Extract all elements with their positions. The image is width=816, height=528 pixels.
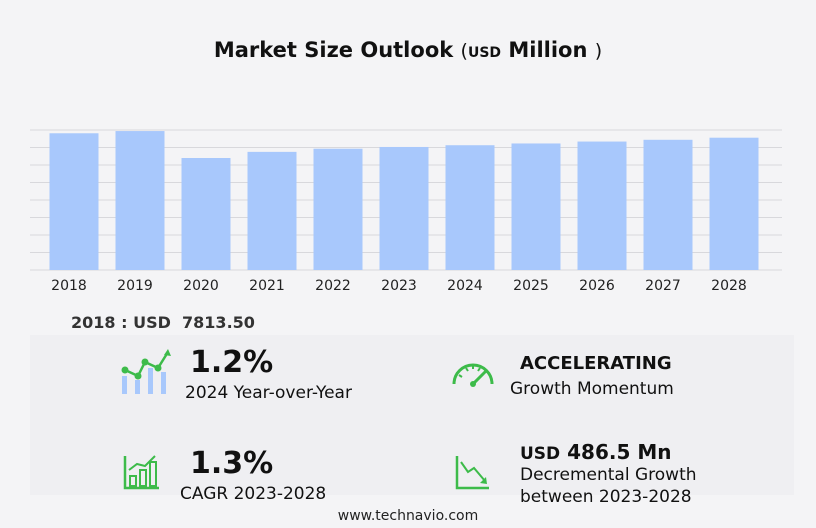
x-tick-label-2025: 2025 xyxy=(513,278,549,294)
x-tick-label-2028: 2028 xyxy=(711,278,747,294)
growth-currency: USD xyxy=(520,444,561,464)
bar-2019 xyxy=(115,131,165,270)
yoy-label: 2024 Year-over-Year xyxy=(185,383,352,403)
momentum-value: ACCELERATING xyxy=(520,353,672,374)
title-close-paren: ) xyxy=(594,40,603,62)
cagr-label: CAGR 2023-2028 xyxy=(180,484,327,504)
bar-2028 xyxy=(709,137,759,270)
x-tick-label-2027: 2027 xyxy=(645,278,681,294)
growth-label-2: between 2023-2028 xyxy=(520,487,692,507)
bar-2021 xyxy=(247,151,297,270)
base-sep: : xyxy=(121,313,128,332)
title-main: Market Size Outlook xyxy=(213,38,454,62)
momentum-label: Growth Momentum xyxy=(510,379,674,399)
growth-value: USD 486.5 Mn xyxy=(520,440,672,464)
bar-trend-icon xyxy=(121,349,171,394)
title-unit: USD xyxy=(467,45,502,61)
title-million: Million xyxy=(508,38,588,62)
kpi-panel xyxy=(30,335,794,495)
bar-2027 xyxy=(643,139,693,270)
cagr-value: 1.3% xyxy=(190,446,274,481)
bar-2025 xyxy=(511,143,561,270)
footer-url[interactable]: www.technavio.com xyxy=(337,508,479,524)
title-open-paren: ( xyxy=(460,40,468,62)
base-year-value: 2018 : USD 7813.50 xyxy=(71,313,255,332)
x-tick-label-2023: 2023 xyxy=(381,278,417,294)
growth-label-1: Decremental Growth xyxy=(520,465,697,485)
bar-2024 xyxy=(445,145,495,270)
bar-growth-icon xyxy=(123,455,159,490)
x-tick-label-2019: 2019 xyxy=(117,278,153,294)
bar-2026 xyxy=(577,141,627,270)
growth-amount: 486.5 Mn xyxy=(567,440,672,464)
bar-2018 xyxy=(49,133,99,270)
bar-chart: 2018 2019 2020 2021 2022 2023 2024 2025 2026 2027… xyxy=(30,129,782,294)
declining-line-icon xyxy=(455,456,489,490)
base-currency: USD xyxy=(133,313,171,332)
x-tick-label-2021: 2021 xyxy=(249,278,285,294)
base-value: 7813.50 xyxy=(182,313,255,332)
bar-2020 xyxy=(181,158,231,270)
x-tick-label-2018: 2018 xyxy=(51,278,87,294)
yoy-value: 1.2% xyxy=(190,345,274,380)
bar-2023 xyxy=(379,146,429,270)
x-tick-label-2026: 2026 xyxy=(579,278,615,294)
speedometer-icon xyxy=(452,363,494,387)
x-tick-label-2024: 2024 xyxy=(447,278,483,294)
base-year: 2018 xyxy=(71,313,116,332)
bar-2022 xyxy=(313,148,363,270)
chart-title: Market Size Outlook (USD Million ) xyxy=(0,38,816,62)
x-tick-label-2020: 2020 xyxy=(183,278,219,294)
x-tick-label-2022: 2022 xyxy=(315,278,351,294)
